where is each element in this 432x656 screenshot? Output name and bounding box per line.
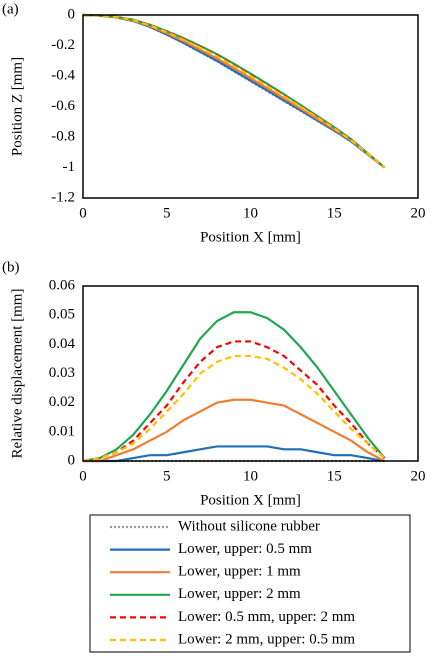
y-tick-label: -1.2 [51,189,75,205]
y-tick-label: 0 [68,452,76,468]
series-line [82,13,386,169]
y-tick-label: 0.05 [49,307,75,323]
y-tick-label: 0 [68,6,76,22]
y-tick-label: 0.02 [49,394,75,410]
series-line [82,340,386,463]
series-line [82,13,386,169]
y-tick-label: 0.06 [49,277,76,293]
y-tick-label: -0.6 [51,98,75,114]
y-tick-label: -0.8 [51,128,75,144]
panel-label: (a) [2,1,19,17]
x-tick-label: 15 [327,205,342,221]
series-line [82,13,386,169]
y-tick-label: 0.04 [49,336,76,352]
x-tick-label: 10 [243,468,258,484]
y-tick-label: -0.4 [51,67,75,83]
y-axis-label: Position Z [mm] [9,57,25,156]
series-line [82,311,386,463]
series-line [82,13,386,169]
legend-label: Lower, upper: 0.5 mm [178,541,312,557]
legend-label: Lower, upper: 1 mm [178,564,301,580]
x-tick-label: 20 [411,205,426,221]
legend-label: Without silicone rubber [178,518,320,534]
panel-label: (b) [2,259,20,275]
x-tick-label: 5 [163,205,171,221]
x-tick-label: 0 [79,468,87,484]
y-tick-label: 0.01 [49,423,75,439]
y-tick-label: -0.2 [51,37,75,53]
y-tick-label: -1 [63,159,76,175]
x-axis-label: Position X [mm] [200,229,301,245]
series-line [82,13,386,169]
y-axis-label: Relative displacement [mm] [9,289,25,459]
series-line [83,398,386,463]
series-line [82,354,386,463]
plot-frame [82,285,419,462]
x-axis-label: Position X [mm] [200,492,301,508]
legend-label: Lower: 2 mm, upper: 0.5 mm [178,631,355,647]
legend-label: Lower, upper: 2 mm [178,586,301,602]
plot-frame [82,14,419,199]
x-tick-label: 20 [411,468,426,484]
x-tick-label: 10 [243,205,258,221]
series-line [82,13,386,169]
legend-box [89,514,411,653]
x-tick-label: 0 [79,205,87,221]
legend-label: Lower: 0.5 mm, upper: 2 mm [178,609,355,625]
x-tick-label: 15 [327,468,342,484]
series-line [83,445,385,463]
y-tick-label: 0.03 [49,365,75,381]
x-tick-label: 5 [163,468,171,484]
